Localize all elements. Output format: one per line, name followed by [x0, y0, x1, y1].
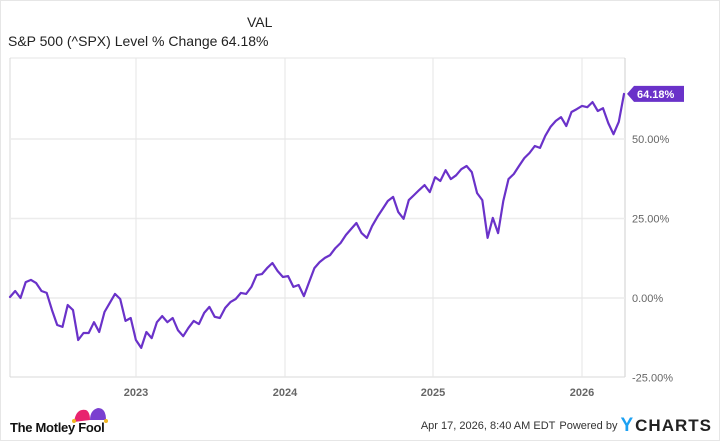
badge-shape	[627, 85, 684, 102]
svg-text:-25.00%: -25.00%	[632, 373, 673, 385]
end-value-badge: 64.18%	[627, 85, 684, 102]
svg-text:0.00%: 0.00%	[632, 293, 663, 305]
jester-hat-icon	[72, 408, 108, 423]
svg-text:2025: 2025	[421, 387, 445, 399]
x-axis-ticks: 2023 2024 2025 2026	[124, 387, 594, 399]
footer-attribution: Apr 17, 2026, 8:40 AM EDT Powered by Y C…	[421, 414, 712, 438]
series-line[interactable]	[8, 92, 626, 349]
gridlines	[9, 57, 626, 378]
motley-fool-logo[interactable]: The Motley Fool	[10, 408, 120, 438]
legend-column-header: VAL	[247, 14, 273, 30]
chart-legend: VAL S&P 500 (^SPX) Level % Change 64.18%	[8, 10, 298, 50]
svg-text:50.00%: 50.00%	[632, 134, 670, 146]
ycharts-logo[interactable]: Y CHARTS	[620, 415, 712, 437]
legend-series-value: 64.18%	[221, 33, 269, 49]
motley-fool-wordmark: The Motley Fool	[10, 420, 105, 435]
legend-series-name[interactable]: S&P 500 (^SPX) Level % Change	[8, 33, 218, 49]
badge-value: 64.18%	[637, 89, 675, 101]
svg-text:2026: 2026	[570, 387, 594, 399]
svg-text:2023: 2023	[124, 387, 148, 399]
ycharts-y-icon: Y	[620, 415, 635, 436]
svg-text:25.00%: 25.00%	[632, 214, 670, 226]
ycharts-wordmark: CHARTS	[635, 416, 712, 435]
powered-by-label: Powered by	[559, 420, 618, 432]
y-axis-ticks: -25.00% 0.00% 25.00% 50.00%	[632, 134, 673, 385]
svg-text:2024: 2024	[273, 387, 298, 399]
timestamp: Apr 17, 2026, 8:40 AM EDT	[420, 420, 556, 432]
